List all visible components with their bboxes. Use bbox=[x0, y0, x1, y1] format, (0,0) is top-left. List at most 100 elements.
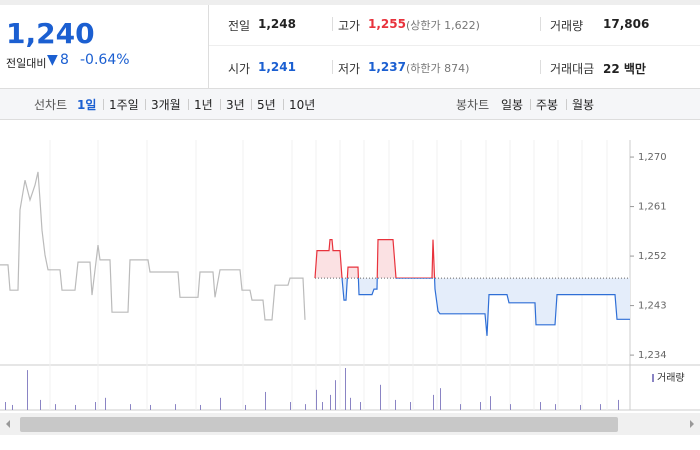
price-line-up bbox=[314, 239, 436, 279]
tab[interactable]: 5년 bbox=[257, 98, 276, 112]
tab-divider bbox=[530, 99, 531, 110]
volume-bar bbox=[305, 404, 306, 410]
stat-value: 1,248 bbox=[258, 17, 296, 31]
legend-label: 거래량 bbox=[657, 372, 685, 384]
tab-label: 봉차트 bbox=[456, 98, 490, 112]
scroll-arrow bbox=[690, 420, 694, 428]
volume-bar bbox=[290, 402, 291, 410]
volume-bar bbox=[618, 399, 619, 410]
y-tick-label: 1,270 bbox=[638, 152, 667, 163]
y-tick-label: 1,261 bbox=[638, 202, 667, 213]
price-line-down bbox=[314, 278, 630, 336]
stat-label: 거래량 bbox=[550, 19, 584, 33]
price-line bbox=[0, 171, 306, 321]
volume-bar bbox=[335, 380, 336, 410]
stat-value: 1,255 bbox=[368, 17, 406, 31]
change-arrow: ▼ bbox=[47, 52, 58, 68]
tab[interactable]: 3년 bbox=[226, 98, 245, 112]
divider bbox=[332, 17, 333, 31]
volume-bar bbox=[130, 404, 131, 410]
tab[interactable]: 3개월 bbox=[151, 98, 181, 112]
stat-label: 전일 bbox=[228, 19, 251, 33]
volume-bar bbox=[75, 404, 76, 410]
tab[interactable]: 월봉 bbox=[572, 98, 595, 112]
stat-label: 고가 bbox=[338, 19, 361, 33]
volume-bar bbox=[95, 402, 96, 410]
tab-divider bbox=[103, 99, 104, 110]
legend-swatch bbox=[652, 374, 654, 382]
y-tick-label: 1,252 bbox=[638, 251, 667, 262]
volume-bar bbox=[330, 394, 331, 410]
volume-bar bbox=[322, 402, 323, 410]
volume-bar bbox=[150, 404, 151, 410]
volume-bar bbox=[105, 397, 106, 410]
volume-bar bbox=[360, 402, 361, 410]
stat-label: 시가 bbox=[228, 62, 251, 76]
y-tick-label: 1,243 bbox=[638, 301, 667, 312]
volume-bar bbox=[27, 370, 28, 410]
volume-bar bbox=[200, 404, 201, 410]
volume-bar bbox=[5, 402, 6, 410]
stat-extra: (하한가 874) bbox=[406, 62, 470, 75]
stat-value: 22 백만 bbox=[603, 62, 646, 76]
tab-bar bbox=[0, 88, 700, 120]
change-rate: -0.64% bbox=[80, 52, 130, 68]
volume-bar bbox=[55, 404, 56, 410]
volume-bar bbox=[480, 402, 481, 410]
divider bbox=[208, 5, 209, 88]
stat-label: 거래대금 bbox=[550, 62, 595, 76]
tab[interactable]: 1년 bbox=[194, 98, 213, 112]
volume-bar bbox=[555, 404, 556, 410]
scroll-thumb bbox=[20, 417, 618, 432]
volume-bar bbox=[220, 397, 221, 410]
tab[interactable]: 10년 bbox=[289, 98, 316, 112]
volume-bar bbox=[510, 404, 511, 410]
area-up bbox=[315, 239, 435, 279]
volume-bar bbox=[316, 389, 317, 410]
tab[interactable]: 일봉 bbox=[501, 98, 524, 112]
divider bbox=[540, 60, 541, 74]
volume-bar bbox=[600, 404, 601, 410]
volume-bar bbox=[490, 396, 491, 410]
area-down bbox=[315, 278, 630, 336]
volume-bar bbox=[433, 394, 434, 410]
divider bbox=[209, 45, 700, 46]
y-tick-label: 1,234 bbox=[638, 350, 667, 361]
volume-bar bbox=[350, 397, 351, 410]
tab-divider bbox=[145, 99, 146, 110]
volume-bar bbox=[175, 404, 176, 410]
volume-bar bbox=[580, 404, 581, 410]
tab-divider bbox=[220, 99, 221, 110]
volume-bar bbox=[440, 388, 441, 410]
change: 8 bbox=[60, 52, 69, 68]
volume-bar bbox=[380, 384, 381, 410]
stat-extra: (상한가 1,622) bbox=[406, 19, 480, 32]
stat-value: 1,237 bbox=[368, 60, 406, 74]
volume-bar bbox=[460, 404, 461, 410]
top-band bbox=[0, 0, 700, 5]
volume-bar bbox=[345, 368, 346, 410]
divider bbox=[332, 60, 333, 74]
change-label: 전일대비 bbox=[6, 57, 47, 70]
tab-divider bbox=[283, 99, 284, 110]
tab-divider bbox=[566, 99, 567, 110]
stat-value: 1,241 bbox=[258, 60, 296, 74]
volume-bar bbox=[12, 404, 13, 410]
divider bbox=[540, 17, 541, 31]
volume-bar bbox=[540, 402, 541, 410]
volume-bar bbox=[410, 402, 411, 410]
volume-bar bbox=[40, 399, 41, 410]
price: 1,240 bbox=[6, 17, 95, 50]
tab[interactable]: 1일 bbox=[77, 98, 97, 112]
tab[interactable]: 주봉 bbox=[536, 98, 559, 112]
volume-bar bbox=[395, 399, 396, 410]
tab[interactable]: 1주일 bbox=[109, 98, 139, 112]
tab-divider bbox=[188, 99, 189, 110]
tab-label: 선차트 bbox=[34, 98, 68, 112]
volume-bar bbox=[245, 404, 246, 410]
stat-label: 저가 bbox=[338, 62, 361, 76]
scroll-arrow bbox=[6, 420, 10, 428]
tab-divider bbox=[251, 99, 252, 110]
